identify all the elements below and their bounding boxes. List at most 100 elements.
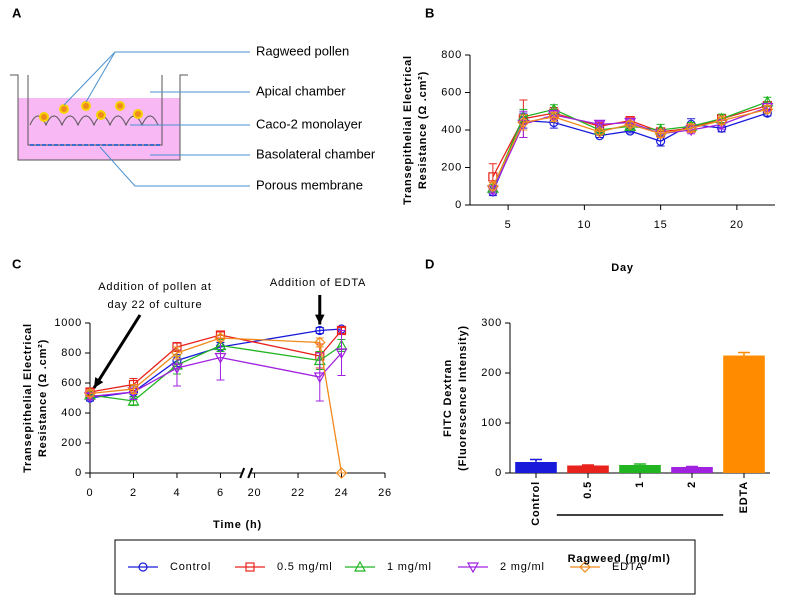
marker (624, 117, 637, 129)
x-tick-label: 1 (634, 481, 646, 488)
marker (761, 102, 774, 114)
diagram-label: Porous membrane (256, 177, 363, 192)
marker (547, 110, 560, 122)
error-bar (337, 330, 346, 376)
y-tick-label: 0 (75, 467, 82, 479)
x-axis-label: Time (h) (213, 519, 262, 531)
marker (517, 116, 530, 129)
marker (654, 127, 667, 140)
series-line (89, 344, 342, 402)
marker (315, 325, 325, 336)
annotation-arrow (92, 314, 142, 389)
marker (171, 347, 183, 359)
series-line (89, 337, 343, 474)
error-bar (763, 105, 772, 114)
marker (127, 394, 140, 406)
legend-label: 0.5 mg/ml (277, 561, 333, 573)
annotation: Addition of EDTA (270, 277, 366, 289)
marker (84, 387, 96, 400)
arrow-head (94, 377, 104, 388)
bar (515, 462, 557, 473)
y-axis-label: Transepithelial Electrical (22, 323, 34, 473)
marker (593, 126, 606, 138)
x-tick-label: Control (530, 481, 542, 526)
y-tick-label: 400 (61, 407, 82, 419)
bar (567, 465, 609, 473)
marker (579, 561, 591, 573)
x-tick-label: 0 (87, 487, 94, 499)
y-tick-label: 800 (441, 49, 462, 61)
panel-letter: C (12, 256, 22, 271)
marker (761, 103, 774, 116)
well (10, 74, 188, 161)
x-axis-label: Ragweed (mg/ml) (568, 553, 671, 565)
marker (245, 562, 255, 572)
marker (170, 363, 183, 375)
error-bar (530, 458, 542, 462)
y-tick-label: 0 (495, 467, 502, 479)
y-tick-label: 0 (455, 199, 462, 211)
y-axis-label: Resistance (Ω .cm²) (37, 339, 49, 457)
legend-box (114, 539, 696, 595)
y-tick-label: 400 (441, 124, 462, 136)
diagram-label: Caco-2 monolayer (256, 116, 363, 131)
error-bar (686, 465, 698, 468)
legend-label: EDTA (612, 561, 644, 573)
x-tick-label: 6 (217, 487, 224, 499)
pollen (39, 101, 143, 122)
x-tick-label: 24 (335, 487, 349, 499)
panel-letter: B (425, 5, 434, 20)
legend-label: 1 mg/ml (387, 561, 432, 573)
x-axis-label: Day (611, 262, 634, 274)
bar (671, 467, 713, 473)
annotation: Addition of pollen at (98, 281, 211, 293)
bar (723, 355, 765, 473)
marker (487, 180, 499, 193)
x-tick-label: 26 (378, 487, 392, 499)
insert (27, 75, 163, 146)
error-bar (582, 464, 594, 466)
y-tick-label: 800 (61, 347, 82, 359)
arrow-head (314, 314, 325, 325)
y-tick-label: 300 (481, 317, 502, 329)
x-tick-label: 2 (130, 487, 137, 499)
y-tick-label: 100 (481, 417, 502, 429)
error-bar (634, 463, 646, 465)
marker (548, 111, 560, 123)
x-tick-label: 22 (291, 487, 305, 499)
x-tick-label: 20 (248, 487, 262, 499)
marker (685, 122, 697, 134)
marker (214, 352, 227, 364)
x-tick-label: 0.5 (582, 481, 594, 499)
y-axis-label: Resistance (Ω .cm²) (417, 71, 429, 189)
marker (335, 467, 348, 479)
annotation: day 22 of culture (108, 299, 203, 311)
marker (214, 332, 227, 344)
marker (353, 560, 367, 572)
leader-lines (63, 51, 250, 187)
marker (466, 562, 480, 574)
panel-letter: A (12, 5, 22, 20)
x-tick-label: 4 (174, 487, 181, 499)
marker (313, 336, 326, 349)
marker (593, 119, 606, 131)
x-tick-label: 2 (686, 481, 698, 488)
axis-break (247, 467, 254, 479)
axis-break (239, 467, 246, 479)
panel-letter: D (425, 256, 434, 271)
error-bar (717, 116, 726, 125)
y-tick-label: 1000 (54, 317, 82, 329)
error-bar (656, 129, 665, 138)
diagram: A Ragweed pollen Apical chamber Caco-2 m… (10, 5, 376, 192)
error-bar (172, 346, 181, 360)
y-tick-label: 600 (441, 86, 462, 98)
y-axis-label: (Fluorescence Intensity) (457, 325, 469, 471)
x-tick-label: 20 (730, 219, 744, 231)
legend-label: 2 mg/ml (500, 561, 545, 573)
y-tick-label: 600 (61, 377, 82, 389)
error-bar (315, 352, 324, 402)
marker (313, 372, 326, 384)
diagram-label: Apical chamber (256, 83, 346, 98)
marker (624, 118, 636, 131)
error-bar (738, 351, 750, 356)
